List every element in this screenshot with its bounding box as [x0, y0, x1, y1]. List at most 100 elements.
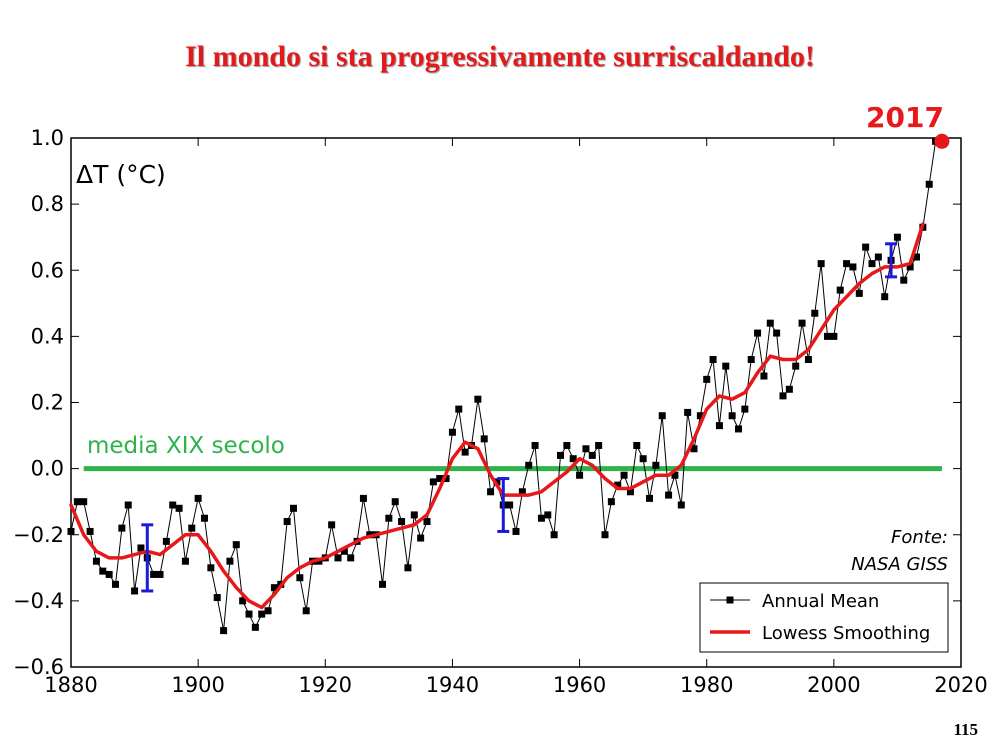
series-layer — [67, 133, 950, 635]
annual-mean-point — [131, 587, 139, 595]
annual-mean-point — [436, 475, 444, 483]
annual-mean-point — [201, 514, 208, 522]
annual-mean-point — [213, 594, 221, 602]
annual-mean-point — [550, 531, 558, 539]
y-tick-label: −0.2 — [13, 523, 64, 547]
annual-mean-point — [448, 428, 456, 436]
y-tick-label: 0.0 — [31, 457, 64, 481]
annual-mean-point — [614, 481, 622, 489]
highlight-label: 2017 — [866, 101, 944, 134]
annual-mean-point — [855, 289, 863, 297]
error-bar — [141, 523, 154, 593]
annual-mean-point — [690, 445, 698, 453]
annual-mean-point — [658, 412, 666, 420]
y-tick-label: 0.8 — [31, 192, 64, 216]
annual-mean-point — [404, 564, 412, 572]
annual-mean-point — [925, 180, 933, 188]
annual-mean-point — [251, 623, 259, 631]
legend-swatch-annual-mean-marker — [726, 596, 734, 604]
annual-mean-point — [169, 501, 177, 509]
x-tick-label: 1900 — [171, 673, 224, 697]
annual-mean-point — [67, 527, 75, 535]
annual-mean-point — [162, 537, 170, 545]
annual-mean-point — [207, 564, 215, 572]
source-note-line: NASA GISS — [851, 554, 948, 575]
annual-mean-point — [741, 405, 749, 413]
annual-mean-point — [410, 511, 418, 519]
annual-mean-point — [105, 570, 113, 578]
annual-mean-point — [881, 293, 889, 301]
annual-mean-point — [92, 557, 100, 565]
annual-mean-point — [665, 491, 673, 499]
annual-mean-point — [652, 461, 660, 469]
annual-mean-point — [563, 441, 571, 449]
annual-mean-point — [785, 385, 793, 393]
annual-mean-point — [544, 511, 552, 519]
annual-mean-point — [728, 412, 736, 420]
annual-mean-point — [703, 375, 711, 383]
annual-mean-point — [245, 610, 253, 618]
annual-mean-point — [232, 541, 240, 549]
annual-mean-point — [671, 471, 679, 479]
annual-mean-point — [334, 554, 342, 562]
annual-mean-point — [817, 260, 825, 268]
annual-mean-line — [70, 141, 937, 631]
y-tick-label: 0.4 — [31, 324, 64, 348]
annual-mean-point — [792, 362, 800, 370]
lowess-smoothing-line — [69, 222, 925, 610]
annual-mean-point — [868, 260, 876, 268]
annual-mean-point — [150, 570, 158, 578]
legend-label-annual-mean: Annual Mean — [762, 591, 879, 612]
annual-mean-point — [239, 597, 247, 605]
annual-mean-point — [830, 332, 838, 340]
annual-mean-point — [824, 332, 831, 340]
annual-mean-point — [913, 253, 920, 261]
annual-mean-point — [379, 580, 386, 588]
annual-mean-point — [906, 263, 914, 271]
x-tick-label: 2000 — [807, 673, 860, 697]
annual-mean-point — [328, 521, 336, 529]
annual-mean-point — [595, 441, 603, 449]
annual-mean-point — [258, 610, 266, 618]
annual-mean-point — [633, 441, 641, 449]
annual-mean-point — [429, 478, 437, 486]
annual-mean-point — [569, 455, 577, 463]
annual-mean-point — [684, 408, 692, 416]
annual-mean-point — [582, 445, 590, 453]
annual-mean-point — [398, 518, 406, 526]
annual-mean-point — [588, 451, 596, 459]
annual-mean-point — [766, 319, 774, 327]
y-tick-label: 1.0 — [31, 126, 64, 150]
annual-mean-point — [493, 478, 501, 486]
annual-mean-point — [537, 514, 545, 522]
annual-mean-point — [512, 527, 520, 535]
error-bar — [885, 242, 898, 279]
annual-mean-point — [359, 494, 367, 502]
x-tick-label: 1920 — [299, 673, 352, 697]
y-tick-label: −0.6 — [13, 655, 64, 679]
annual-mean-point — [531, 441, 539, 449]
annual-mean-point — [506, 501, 514, 509]
annual-mean-point — [900, 276, 908, 284]
annual-mean-point — [137, 544, 145, 552]
annual-mean-point — [296, 574, 304, 582]
annual-mean-point — [811, 309, 819, 317]
annual-mean-point — [340, 547, 348, 555]
annual-mean-point — [607, 498, 615, 506]
annual-mean-point — [798, 319, 806, 327]
error-bar-layer — [141, 242, 898, 593]
annual-mean-point — [80, 498, 88, 506]
y-tick-label: 0.2 — [31, 391, 64, 415]
annual-mean-point — [156, 570, 164, 578]
annual-mean-point — [557, 451, 564, 459]
annual-mean-point — [112, 580, 119, 588]
annual-mean-point — [620, 471, 628, 479]
annual-mean-point — [175, 504, 183, 512]
y-tick-label: 0.6 — [31, 258, 64, 282]
annual-mean-point — [836, 286, 844, 294]
annual-mean-point — [385, 514, 393, 522]
annual-mean-point — [264, 607, 272, 615]
annual-mean-point — [525, 461, 533, 469]
annual-mean-point — [601, 531, 609, 539]
axis-ticks-layer: 1880 1900 1920 1940 1960 1980 2000 2020 1.0 0.8 0.… — [13, 126, 988, 697]
